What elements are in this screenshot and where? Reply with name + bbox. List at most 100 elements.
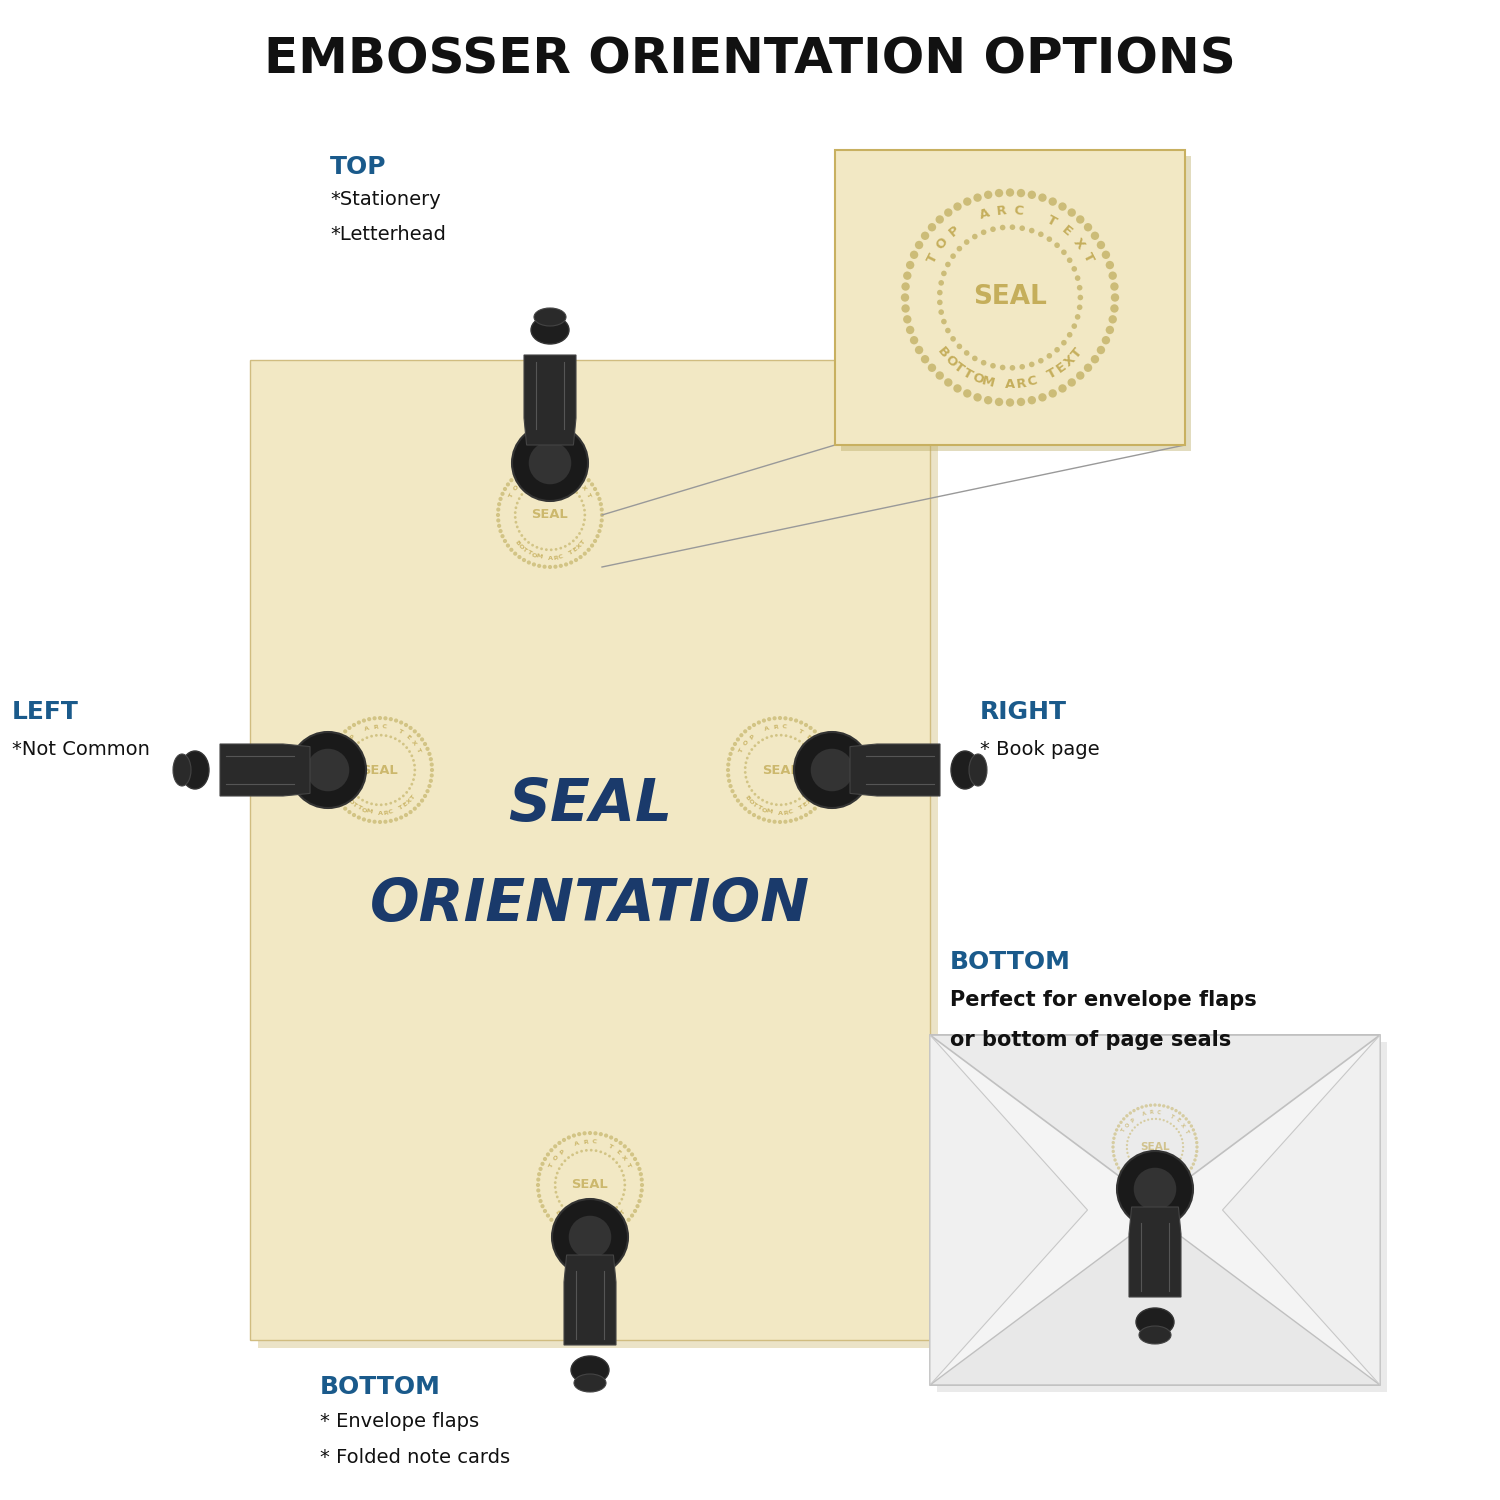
Text: T: T bbox=[1184, 1128, 1190, 1134]
Circle shape bbox=[1122, 1173, 1125, 1178]
Circle shape bbox=[554, 1221, 558, 1226]
Text: T: T bbox=[580, 538, 586, 546]
Circle shape bbox=[1149, 1186, 1152, 1191]
Circle shape bbox=[503, 538, 507, 543]
Circle shape bbox=[540, 1204, 544, 1208]
Circle shape bbox=[537, 462, 542, 466]
Circle shape bbox=[590, 1149, 592, 1152]
Text: C: C bbox=[1156, 1110, 1161, 1114]
Circle shape bbox=[576, 536, 578, 538]
Text: A: A bbox=[364, 726, 370, 732]
Text: O: O bbox=[760, 807, 768, 813]
Circle shape bbox=[510, 478, 513, 483]
Circle shape bbox=[1160, 1173, 1161, 1176]
Circle shape bbox=[758, 720, 760, 724]
Circle shape bbox=[536, 482, 538, 484]
Circle shape bbox=[1196, 1142, 1198, 1144]
Circle shape bbox=[1140, 1170, 1142, 1173]
Circle shape bbox=[740, 734, 744, 738]
Circle shape bbox=[580, 528, 584, 531]
Circle shape bbox=[588, 1234, 592, 1239]
Circle shape bbox=[524, 489, 526, 492]
Text: X: X bbox=[1062, 352, 1078, 369]
Polygon shape bbox=[930, 1216, 1380, 1384]
Circle shape bbox=[399, 816, 404, 819]
Circle shape bbox=[514, 512, 516, 515]
Circle shape bbox=[580, 1218, 584, 1219]
Circle shape bbox=[618, 1202, 621, 1204]
Circle shape bbox=[1134, 1126, 1136, 1128]
Circle shape bbox=[408, 750, 411, 753]
Circle shape bbox=[598, 524, 603, 528]
Circle shape bbox=[1108, 272, 1118, 280]
Circle shape bbox=[770, 735, 772, 738]
Text: *Letterhead: *Letterhead bbox=[330, 225, 446, 245]
Circle shape bbox=[1007, 399, 1014, 406]
Circle shape bbox=[554, 1180, 556, 1184]
Circle shape bbox=[345, 762, 348, 764]
Circle shape bbox=[413, 729, 417, 734]
Circle shape bbox=[1114, 1128, 1119, 1131]
Circle shape bbox=[594, 1234, 597, 1239]
Text: T: T bbox=[416, 747, 422, 753]
Circle shape bbox=[560, 480, 562, 483]
Polygon shape bbox=[564, 1256, 616, 1346]
Circle shape bbox=[582, 504, 585, 507]
Polygon shape bbox=[1222, 1035, 1380, 1385]
Circle shape bbox=[346, 756, 348, 759]
Circle shape bbox=[1155, 1174, 1156, 1176]
Text: M: M bbox=[576, 1224, 584, 1230]
Circle shape bbox=[758, 796, 760, 800]
Circle shape bbox=[726, 774, 730, 777]
Circle shape bbox=[413, 774, 416, 776]
Circle shape bbox=[744, 776, 747, 778]
Text: O: O bbox=[531, 552, 537, 558]
Polygon shape bbox=[930, 1035, 1088, 1385]
Text: T: T bbox=[567, 549, 574, 556]
Circle shape bbox=[510, 548, 513, 552]
Circle shape bbox=[554, 564, 558, 568]
Circle shape bbox=[1110, 304, 1119, 312]
Text: A: A bbox=[574, 1140, 580, 1148]
Circle shape bbox=[564, 562, 568, 567]
Circle shape bbox=[1188, 1170, 1191, 1173]
Text: B: B bbox=[934, 345, 951, 362]
Circle shape bbox=[1176, 1128, 1178, 1130]
Circle shape bbox=[789, 717, 794, 722]
Circle shape bbox=[536, 546, 538, 549]
Circle shape bbox=[590, 483, 594, 486]
Text: *Stationery: *Stationery bbox=[330, 190, 441, 208]
Circle shape bbox=[981, 360, 987, 366]
Circle shape bbox=[1128, 1155, 1130, 1158]
Circle shape bbox=[496, 524, 501, 528]
Text: T: T bbox=[1120, 1128, 1126, 1134]
Circle shape bbox=[567, 1230, 572, 1234]
Ellipse shape bbox=[1136, 1308, 1174, 1336]
Circle shape bbox=[1060, 249, 1066, 255]
Circle shape bbox=[994, 398, 1004, 406]
Circle shape bbox=[1128, 1136, 1130, 1138]
Circle shape bbox=[513, 552, 517, 555]
Circle shape bbox=[810, 754, 813, 758]
Circle shape bbox=[336, 798, 340, 802]
Circle shape bbox=[555, 548, 558, 550]
Circle shape bbox=[368, 717, 372, 722]
Circle shape bbox=[420, 738, 424, 741]
Circle shape bbox=[362, 738, 364, 741]
Circle shape bbox=[380, 804, 382, 806]
Text: T: T bbox=[1168, 1174, 1174, 1180]
Circle shape bbox=[408, 726, 413, 730]
Circle shape bbox=[742, 807, 747, 810]
Circle shape bbox=[638, 1167, 642, 1172]
Text: P: P bbox=[1130, 1118, 1136, 1124]
Circle shape bbox=[1194, 1137, 1198, 1140]
Circle shape bbox=[1196, 1149, 1198, 1154]
Circle shape bbox=[1178, 1112, 1182, 1114]
Circle shape bbox=[1059, 202, 1066, 211]
Circle shape bbox=[729, 784, 732, 788]
Circle shape bbox=[1148, 1119, 1149, 1120]
Circle shape bbox=[816, 734, 821, 738]
Text: B: B bbox=[742, 794, 750, 801]
Text: T: T bbox=[561, 1216, 568, 1222]
Circle shape bbox=[1118, 1150, 1192, 1227]
